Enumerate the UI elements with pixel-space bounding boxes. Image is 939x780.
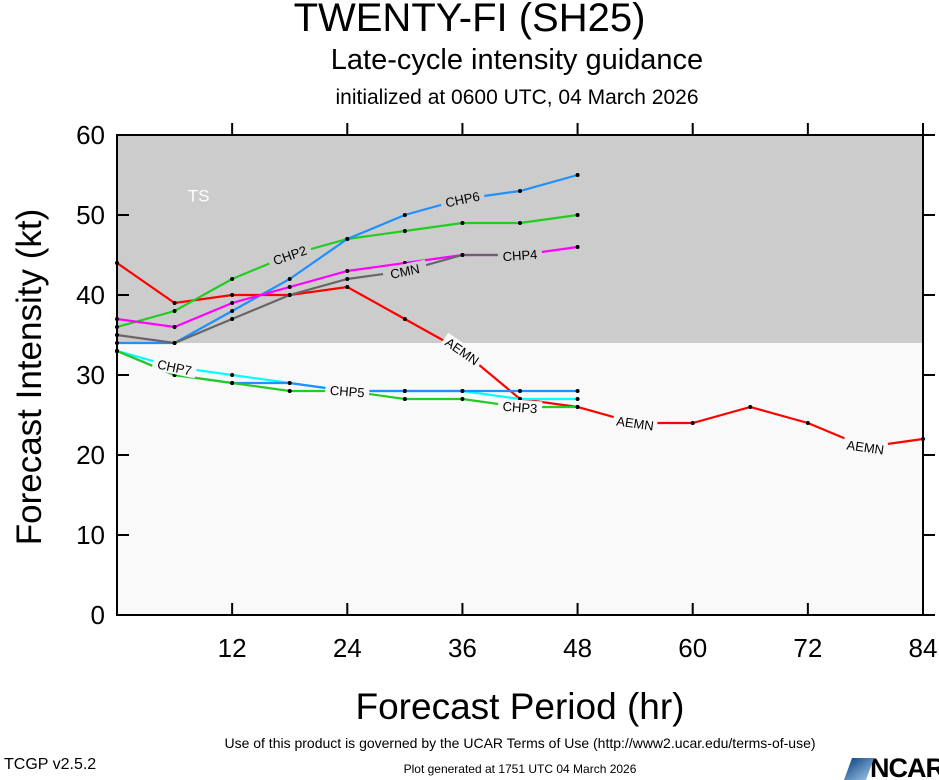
data-point-chp5: [402, 389, 407, 393]
y-tick-label: 20: [76, 440, 105, 470]
data-point-chp3: [230, 381, 235, 385]
data-point-chp7: [230, 373, 235, 377]
data-point-chp5: [460, 389, 465, 393]
data-point-aemn: [402, 317, 407, 321]
data-point-aemn: [172, 301, 177, 305]
data-point-aemn: [748, 405, 753, 409]
y-tick-label: 10: [76, 520, 105, 550]
data-point-chp4: [172, 325, 177, 329]
data-point-aemn: [345, 285, 350, 289]
generated-time: Plot generated at 1751 UTC 04 March 2026: [403, 762, 637, 776]
y-tick-label: 50: [76, 200, 105, 230]
data-point-chp3: [287, 389, 292, 393]
data-point-chp6: [230, 309, 235, 313]
chart-subtitle: Late-cycle intensity guidance: [330, 44, 704, 76]
series-line-cmn: [116, 253, 520, 345]
x-tick-label: 72: [793, 633, 822, 663]
x-tick-label: 84: [909, 633, 938, 663]
series-label-chp3: CHP3: [497, 398, 543, 416]
data-point-aemn: [805, 421, 810, 425]
ncar-logo-text: NCAR: [870, 753, 939, 780]
data-point-cmn: [287, 293, 292, 297]
series-label-text: CHP4: [502, 247, 538, 264]
data-point-chp5: [575, 389, 580, 393]
x-tick-label: 36: [448, 633, 477, 663]
data-point-cmn: [460, 253, 465, 257]
series-label-text: AEMN: [615, 413, 654, 433]
data-point-chp3: [460, 397, 465, 401]
data-point-aemn: [690, 421, 695, 425]
x-tick-label: 48: [563, 633, 592, 663]
data-point-chp2: [230, 277, 235, 281]
series-label-text: CHP6: [444, 189, 481, 211]
data-point-chp3: [575, 405, 580, 409]
version-label: TCGP v2.5.2: [4, 756, 97, 773]
series-label-text: CHP3: [502, 399, 538, 416]
y-tick-label: 60: [76, 120, 105, 150]
data-point-chp5: [287, 381, 292, 385]
data-point-chp6: [518, 189, 522, 193]
data-point-chp6: [575, 173, 580, 177]
data-point-chp2: [402, 229, 407, 233]
series-label-aemn: AEMN: [842, 437, 889, 458]
data-point-cmn: [230, 317, 235, 321]
data-point-chp7: [575, 397, 580, 401]
series-label-chp6: CHP6: [439, 187, 486, 211]
data-point-chp5: [518, 389, 522, 393]
series-label-aemn: AEMN: [612, 413, 658, 434]
x-tick-label: 24: [333, 633, 362, 663]
data-point-chp6: [287, 277, 292, 281]
data-point-chp4: [575, 245, 580, 249]
data-point-chp2: [518, 221, 522, 225]
series-label-text: AEMN: [846, 437, 885, 457]
x-axis-label: Forecast Period (hr): [355, 686, 685, 727]
data-point-chp6: [402, 213, 407, 217]
data-point-cmn: [345, 277, 350, 281]
chart-title: TWENTY-FI (SH25): [293, 0, 646, 40]
data-point-chp2: [172, 309, 177, 313]
data-point-chp2: [460, 221, 465, 225]
band-label: TS: [188, 186, 210, 205]
series-label-chp7: CHP7: [151, 355, 198, 379]
y-tick-label: 40: [76, 280, 105, 310]
series-label-cmn: CMN: [381, 259, 428, 283]
series-label-text: CHP5: [329, 383, 365, 400]
y-tick-label: 0: [91, 600, 105, 630]
series-label-chp5: CHP5: [324, 382, 370, 400]
data-point-chp4: [230, 301, 235, 305]
data-point-chp3: [402, 397, 407, 401]
data-point-chp4: [287, 285, 292, 289]
y-axis-label: Forecast Intensity (kt): [10, 208, 49, 546]
series-label-chp4: CHP4: [497, 246, 543, 264]
data-point-chp6: [345, 237, 350, 241]
y-tick-label: 30: [76, 360, 105, 390]
series-label-text: CHP7: [156, 357, 193, 379]
intensity-band: [117, 343, 923, 615]
data-point-aemn: [230, 293, 235, 297]
terms-of-use: Use of this product is governed by the U…: [224, 735, 816, 751]
chart-init-time: initialized at 0600 UTC, 04 March 2026: [335, 86, 699, 109]
series-label-text: CMN: [389, 261, 421, 282]
x-tick-label: 12: [218, 633, 247, 663]
ncar-logo: NCAR: [843, 753, 939, 780]
x-tick-label: 60: [678, 633, 707, 663]
data-point-chp2: [575, 213, 580, 217]
data-point-cmn: [172, 341, 177, 345]
intensity-band: [117, 135, 923, 343]
data-point-chp4: [345, 269, 350, 273]
